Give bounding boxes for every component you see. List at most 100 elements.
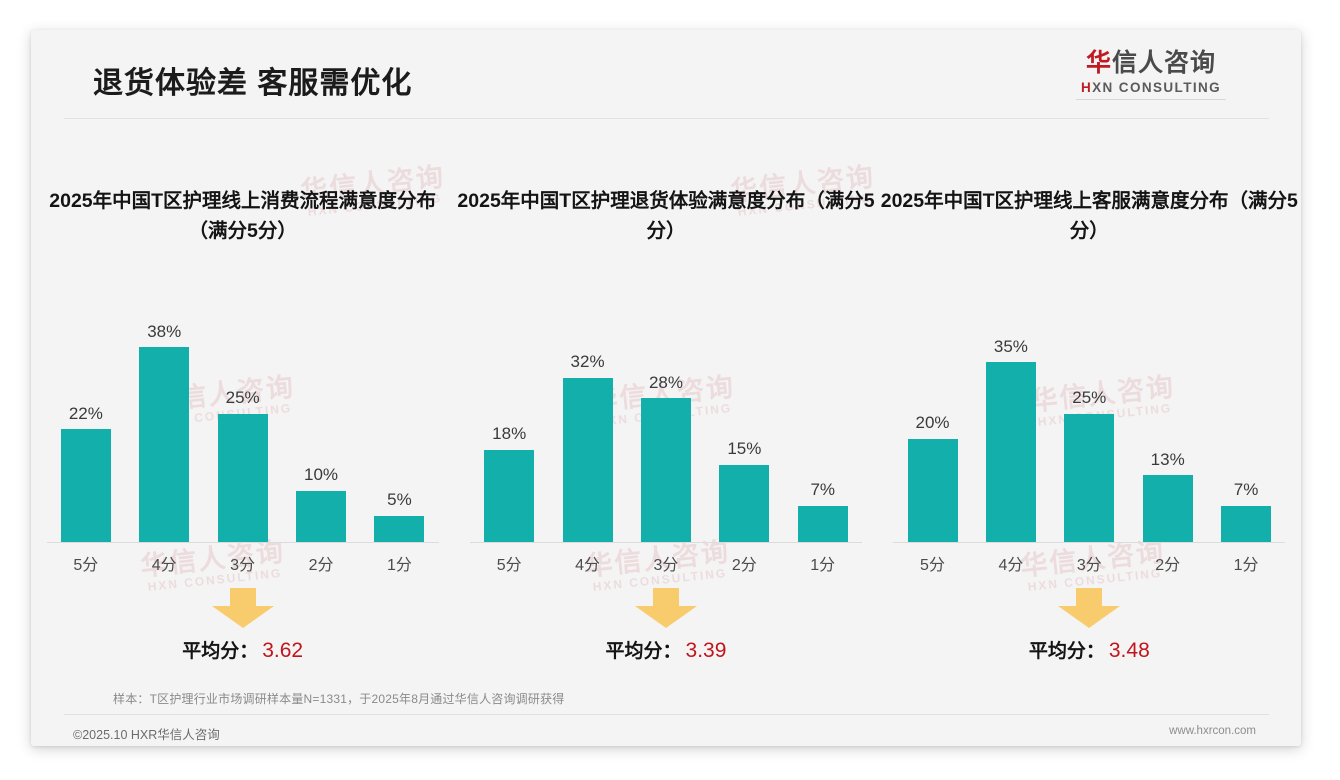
bar-item[interactable]: 5%	[364, 298, 434, 542]
average-score-label: 平均分：	[605, 641, 682, 662]
logo-english-rest: XN CONSULTING	[1092, 80, 1222, 95]
charts-row: 2025年中国T区护理线上消费流程满意度分布（满分5分） 22% 38% 25%	[31, 148, 1301, 668]
logo-accent-char: 华	[1085, 49, 1112, 77]
chart-panel-return-experience: 2025年中国T区护理退货体验满意度分布（满分5分） 18% 32% 28%	[454, 148, 877, 668]
x-axis-labels: 5分 4分 3分 2分 1分	[47, 543, 439, 583]
bar-group: 22% 38% 25% 10%	[47, 298, 439, 542]
x-axis-line	[893, 542, 1286, 543]
bar-item[interactable]: 35%	[976, 298, 1046, 542]
x-tick-label: 3分	[230, 557, 256, 574]
x-tick-label: 5分	[496, 557, 522, 574]
down-arrow-wrap	[939, 586, 1239, 632]
bar-item[interactable]: 22%	[51, 298, 121, 542]
bar-item[interactable]: 15%	[709, 298, 779, 542]
brand-logo: 华信人咨询 HXN CONSULTING	[1061, 48, 1241, 100]
x-tick-label: 4分	[151, 557, 177, 574]
bar-item[interactable]: 38%	[129, 298, 199, 542]
bar-item[interactable]: 20%	[898, 298, 968, 542]
bar-item[interactable]: 32%	[553, 298, 623, 542]
bar-rect[interactable]	[719, 465, 770, 542]
chart-plot-area: 18% 32% 28% 15%	[469, 298, 862, 574]
bar-rect[interactable]	[139, 347, 190, 542]
slide-header: 退货体验差 客服需优化 华信人咨询 HXN CONSULTING	[31, 30, 1301, 118]
x-axis-labels: 5分 4分 3分 2分 1分	[893, 543, 1285, 583]
bar-rect[interactable]	[985, 362, 1036, 542]
logo-english-text: HXN CONSULTING	[1061, 80, 1241, 95]
chart-plot-area: 20% 35% 25% 13%	[893, 298, 1286, 574]
down-arrow-icon	[1058, 588, 1121, 628]
chart-title: 2025年中国T区护理线上消费流程满意度分布（满分5分）	[49, 190, 437, 242]
x-tick-label: 1分	[1233, 557, 1259, 574]
down-arrow-wrap	[93, 586, 393, 632]
x-tick-label: 4分	[575, 557, 601, 574]
chart-title: 2025年中国T区护理退货体验满意度分布（满分5分）	[457, 190, 875, 242]
x-tick-label: 2分	[731, 557, 757, 574]
logo-chinese-text: 华信人咨询	[1061, 48, 1241, 78]
bar-rect[interactable]	[640, 398, 691, 542]
footer-divider	[64, 714, 1269, 715]
bar-value-label: 7%	[1233, 480, 1259, 499]
chart-plot-area: 22% 38% 25% 10%	[46, 298, 439, 574]
bar-group: 20% 35% 25% 13%	[893, 298, 1285, 542]
x-tick-label: 5分	[920, 557, 945, 574]
average-score-value: 3.62	[262, 639, 304, 662]
bar-rect[interactable]	[374, 516, 425, 542]
slide-footer: ©2025.10 HXR华信人咨询 www.hxrcon.com	[31, 715, 1301, 746]
chart-panel-customer-service: 2025年中国T区护理线上客服满意度分布（满分5分） 20% 35% 25%	[878, 148, 1301, 668]
bar-rect[interactable]	[1221, 506, 1272, 542]
bar-rect[interactable]	[797, 506, 848, 542]
bar-value-label: 28%	[648, 373, 683, 392]
x-tick-label: 1分	[386, 557, 412, 574]
bar-item[interactable]: 10%	[286, 298, 356, 542]
chart-panel-consumption-flow: 2025年中国T区护理线上消费流程满意度分布（满分5分） 22% 38% 25%	[31, 148, 454, 668]
x-tick-label: 4分	[998, 557, 1024, 574]
x-tick-label: 2分	[308, 557, 334, 574]
logo-english-accent: H	[1080, 80, 1093, 95]
bar-item[interactable]: 7%	[788, 298, 858, 542]
average-score-label: 平均分：	[182, 641, 259, 662]
bar-item[interactable]: 25%	[1054, 298, 1124, 542]
logo-underline	[1076, 99, 1226, 100]
footer-website[interactable]: www.hxrcon.com	[1169, 725, 1256, 737]
x-axis-line	[469, 542, 862, 543]
average-score-text: 平均分： 3.62	[93, 636, 393, 663]
bar-rect[interactable]	[60, 429, 111, 542]
average-score-value: 3.48	[1108, 639, 1150, 662]
average-score-callout: 平均分： 3.39	[516, 586, 816, 663]
x-tick-label: 5分	[73, 557, 99, 574]
average-score-text: 平均分： 3.39	[516, 636, 816, 663]
bar-value-label: 18%	[492, 424, 527, 443]
down-arrow-icon	[634, 588, 697, 628]
bar-item[interactable]: 28%	[631, 298, 701, 542]
x-axis-line	[46, 542, 439, 543]
average-score-text: 平均分： 3.48	[939, 636, 1239, 663]
bar-rect[interactable]	[907, 439, 958, 542]
x-tick-label: 1分	[810, 557, 836, 574]
bar-value-label: 32%	[570, 352, 605, 371]
bar-value-label: 25%	[1072, 388, 1107, 407]
bar-rect[interactable]	[484, 450, 535, 542]
bar-rect[interactable]	[1064, 414, 1115, 542]
footer-copyright: ©2025.10 HXR华信人咨询	[73, 728, 220, 742]
bar-value-label: 20%	[915, 413, 950, 432]
bar-item[interactable]: 25%	[208, 298, 278, 542]
bar-rect[interactable]	[1142, 475, 1193, 542]
header-divider	[64, 118, 1269, 119]
bar-value-label: 22%	[68, 404, 103, 423]
bar-value-label: 25%	[225, 388, 260, 407]
bar-value-label: 13%	[1150, 450, 1185, 469]
x-axis-labels: 5分 4分 3分 2分 1分	[470, 543, 862, 583]
bar-rect[interactable]	[562, 378, 613, 542]
bar-value-label: 7%	[810, 480, 836, 499]
bar-rect[interactable]	[217, 414, 268, 542]
bar-item[interactable]: 18%	[474, 298, 544, 542]
bar-item[interactable]: 13%	[1133, 298, 1203, 542]
average-score-callout: 平均分： 3.62	[93, 586, 393, 663]
average-score-value: 3.39	[685, 639, 727, 662]
x-tick-label: 2分	[1155, 557, 1181, 574]
bar-item[interactable]: 7%	[1211, 298, 1281, 542]
bar-rect[interactable]	[296, 491, 347, 542]
logo-chinese-rest: 信人咨询	[1112, 49, 1217, 77]
x-tick-label: 3分	[1076, 557, 1102, 574]
